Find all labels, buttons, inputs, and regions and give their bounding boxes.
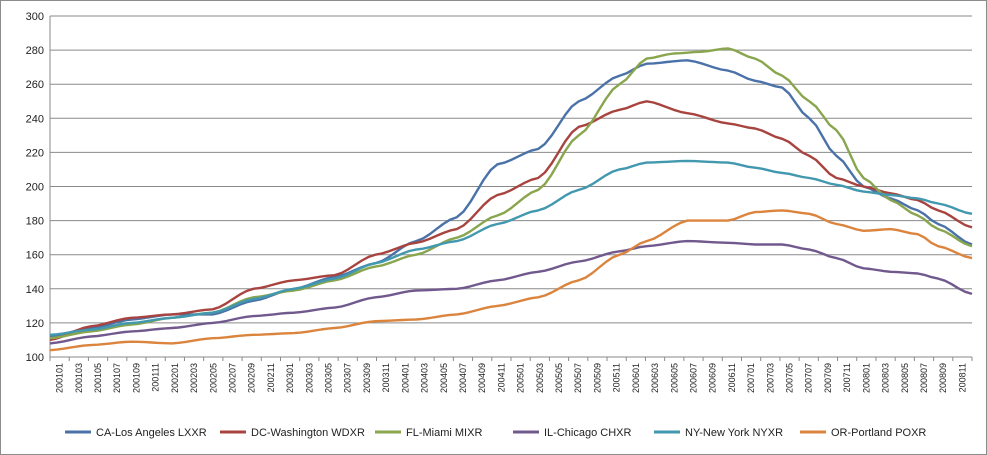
legend-label: IL-Chicago CHXR — [544, 427, 631, 439]
x-tick-label: 200107 — [112, 363, 122, 393]
x-tick-label: 200103 — [74, 363, 84, 393]
x-tick-label: 200601 — [631, 363, 641, 393]
series-line-5 — [49, 159, 973, 336]
x-tick-label: 200501 — [516, 363, 526, 393]
series-line-1 — [49, 59, 973, 338]
y-tick-label: 300 — [26, 11, 44, 23]
x-tick-label: 200309 — [362, 363, 372, 393]
y-tick-label: 220 — [26, 147, 44, 159]
x-tick-label: 200303 — [304, 363, 314, 393]
x-tick-label: 200105 — [93, 363, 103, 393]
x-tick-label: 200509 — [592, 363, 602, 393]
x-tick-label: 200111 — [151, 363, 161, 392]
x-tick-label: 200711 — [842, 363, 852, 392]
x-tick-label: 200605 — [669, 363, 679, 393]
series-lines — [49, 47, 973, 352]
y-tick-label: 140 — [26, 284, 44, 296]
series-line-3 — [49, 47, 973, 340]
x-tick-label: 200709 — [823, 363, 833, 393]
x-tick-label: 200109 — [131, 363, 141, 393]
y-axis-ticks: 100 120 140 160 180 200 220 240 260 280 300 — [26, 11, 44, 364]
x-axis-ticks: 200101 200103 200105 200107 200109 200111 2002… — [55, 363, 968, 393]
x-tick-label: 200411 — [496, 363, 506, 392]
legend-label: OR-Portland POXR — [831, 427, 926, 439]
y-tick-label: 120 — [26, 318, 44, 330]
series-line-2 — [49, 100, 973, 342]
x-tick-label: 200609 — [708, 363, 718, 393]
x-tick-label: 200203 — [189, 363, 199, 393]
x-tick-label: 200505 — [554, 363, 564, 393]
x-tick-label: 200707 — [804, 363, 814, 393]
x-tick-label: 200703 — [765, 363, 775, 393]
x-tick-label: 200407 — [458, 363, 468, 393]
legend-label: NY-New York NYXR — [685, 427, 783, 439]
y-tick-label: 280 — [26, 45, 44, 57]
x-tick-label: 200801 — [861, 363, 871, 393]
x-tick-label: 200805 — [900, 363, 910, 393]
x-tick-label: 200507 — [573, 363, 583, 393]
x-tick-label: 200101 — [55, 363, 65, 393]
x-tick-label: 200603 — [650, 363, 660, 393]
x-tick-label: 200611 — [727, 363, 737, 392]
y-tick-label: 260 — [26, 79, 44, 91]
legend-label: FL-Miami MIXR — [406, 427, 482, 439]
x-tick-label: 200809 — [938, 363, 948, 393]
x-tick-label: 200305 — [324, 363, 334, 393]
x-tick-label: 200405 — [439, 363, 449, 393]
gridlines — [50, 15, 972, 358]
x-tick-label: 200607 — [688, 363, 698, 393]
y-tick-label: 240 — [26, 113, 44, 125]
x-tick-label: 200403 — [420, 363, 430, 393]
x-tick-label: 200307 — [343, 363, 353, 393]
x-tick-label: 200807 — [919, 363, 929, 393]
axes — [49, 16, 973, 361]
x-tick-label: 200207 — [227, 363, 237, 393]
x-tick-label: 200211 — [266, 363, 276, 392]
x-tick-label: 200209 — [247, 363, 257, 393]
y-tick-label: 200 — [26, 182, 44, 194]
x-tick-label: 200311 — [381, 363, 391, 392]
legend-label: DC-Washington WDXR — [251, 427, 365, 439]
x-tick-label: 200705 — [785, 363, 795, 393]
x-tick-label: 200205 — [208, 363, 218, 393]
x-tick-label: 200401 — [400, 363, 410, 393]
legend: CA-Los Angeles LXXR DC-Washington WDXR FL-… — [65, 427, 926, 439]
series-line-4 — [49, 239, 973, 345]
y-tick-label: 100 — [26, 352, 44, 364]
x-tick-label: 200409 — [477, 363, 487, 393]
y-tick-label: 160 — [26, 250, 44, 262]
legend-label: CA-Los Angeles LXXR — [96, 427, 207, 439]
x-tick-label: 200201 — [170, 363, 180, 393]
x-tick-label: 200811 — [957, 363, 967, 392]
x-tick-label: 200701 — [746, 363, 756, 393]
x-tick-label: 200301 — [285, 363, 295, 393]
x-tick-label: 200503 — [535, 363, 545, 393]
series-line-6 — [49, 209, 973, 352]
y-tick-label: 180 — [26, 216, 44, 228]
x-tick-label: 200511 — [612, 363, 622, 392]
x-tick-label: 200803 — [881, 363, 891, 393]
